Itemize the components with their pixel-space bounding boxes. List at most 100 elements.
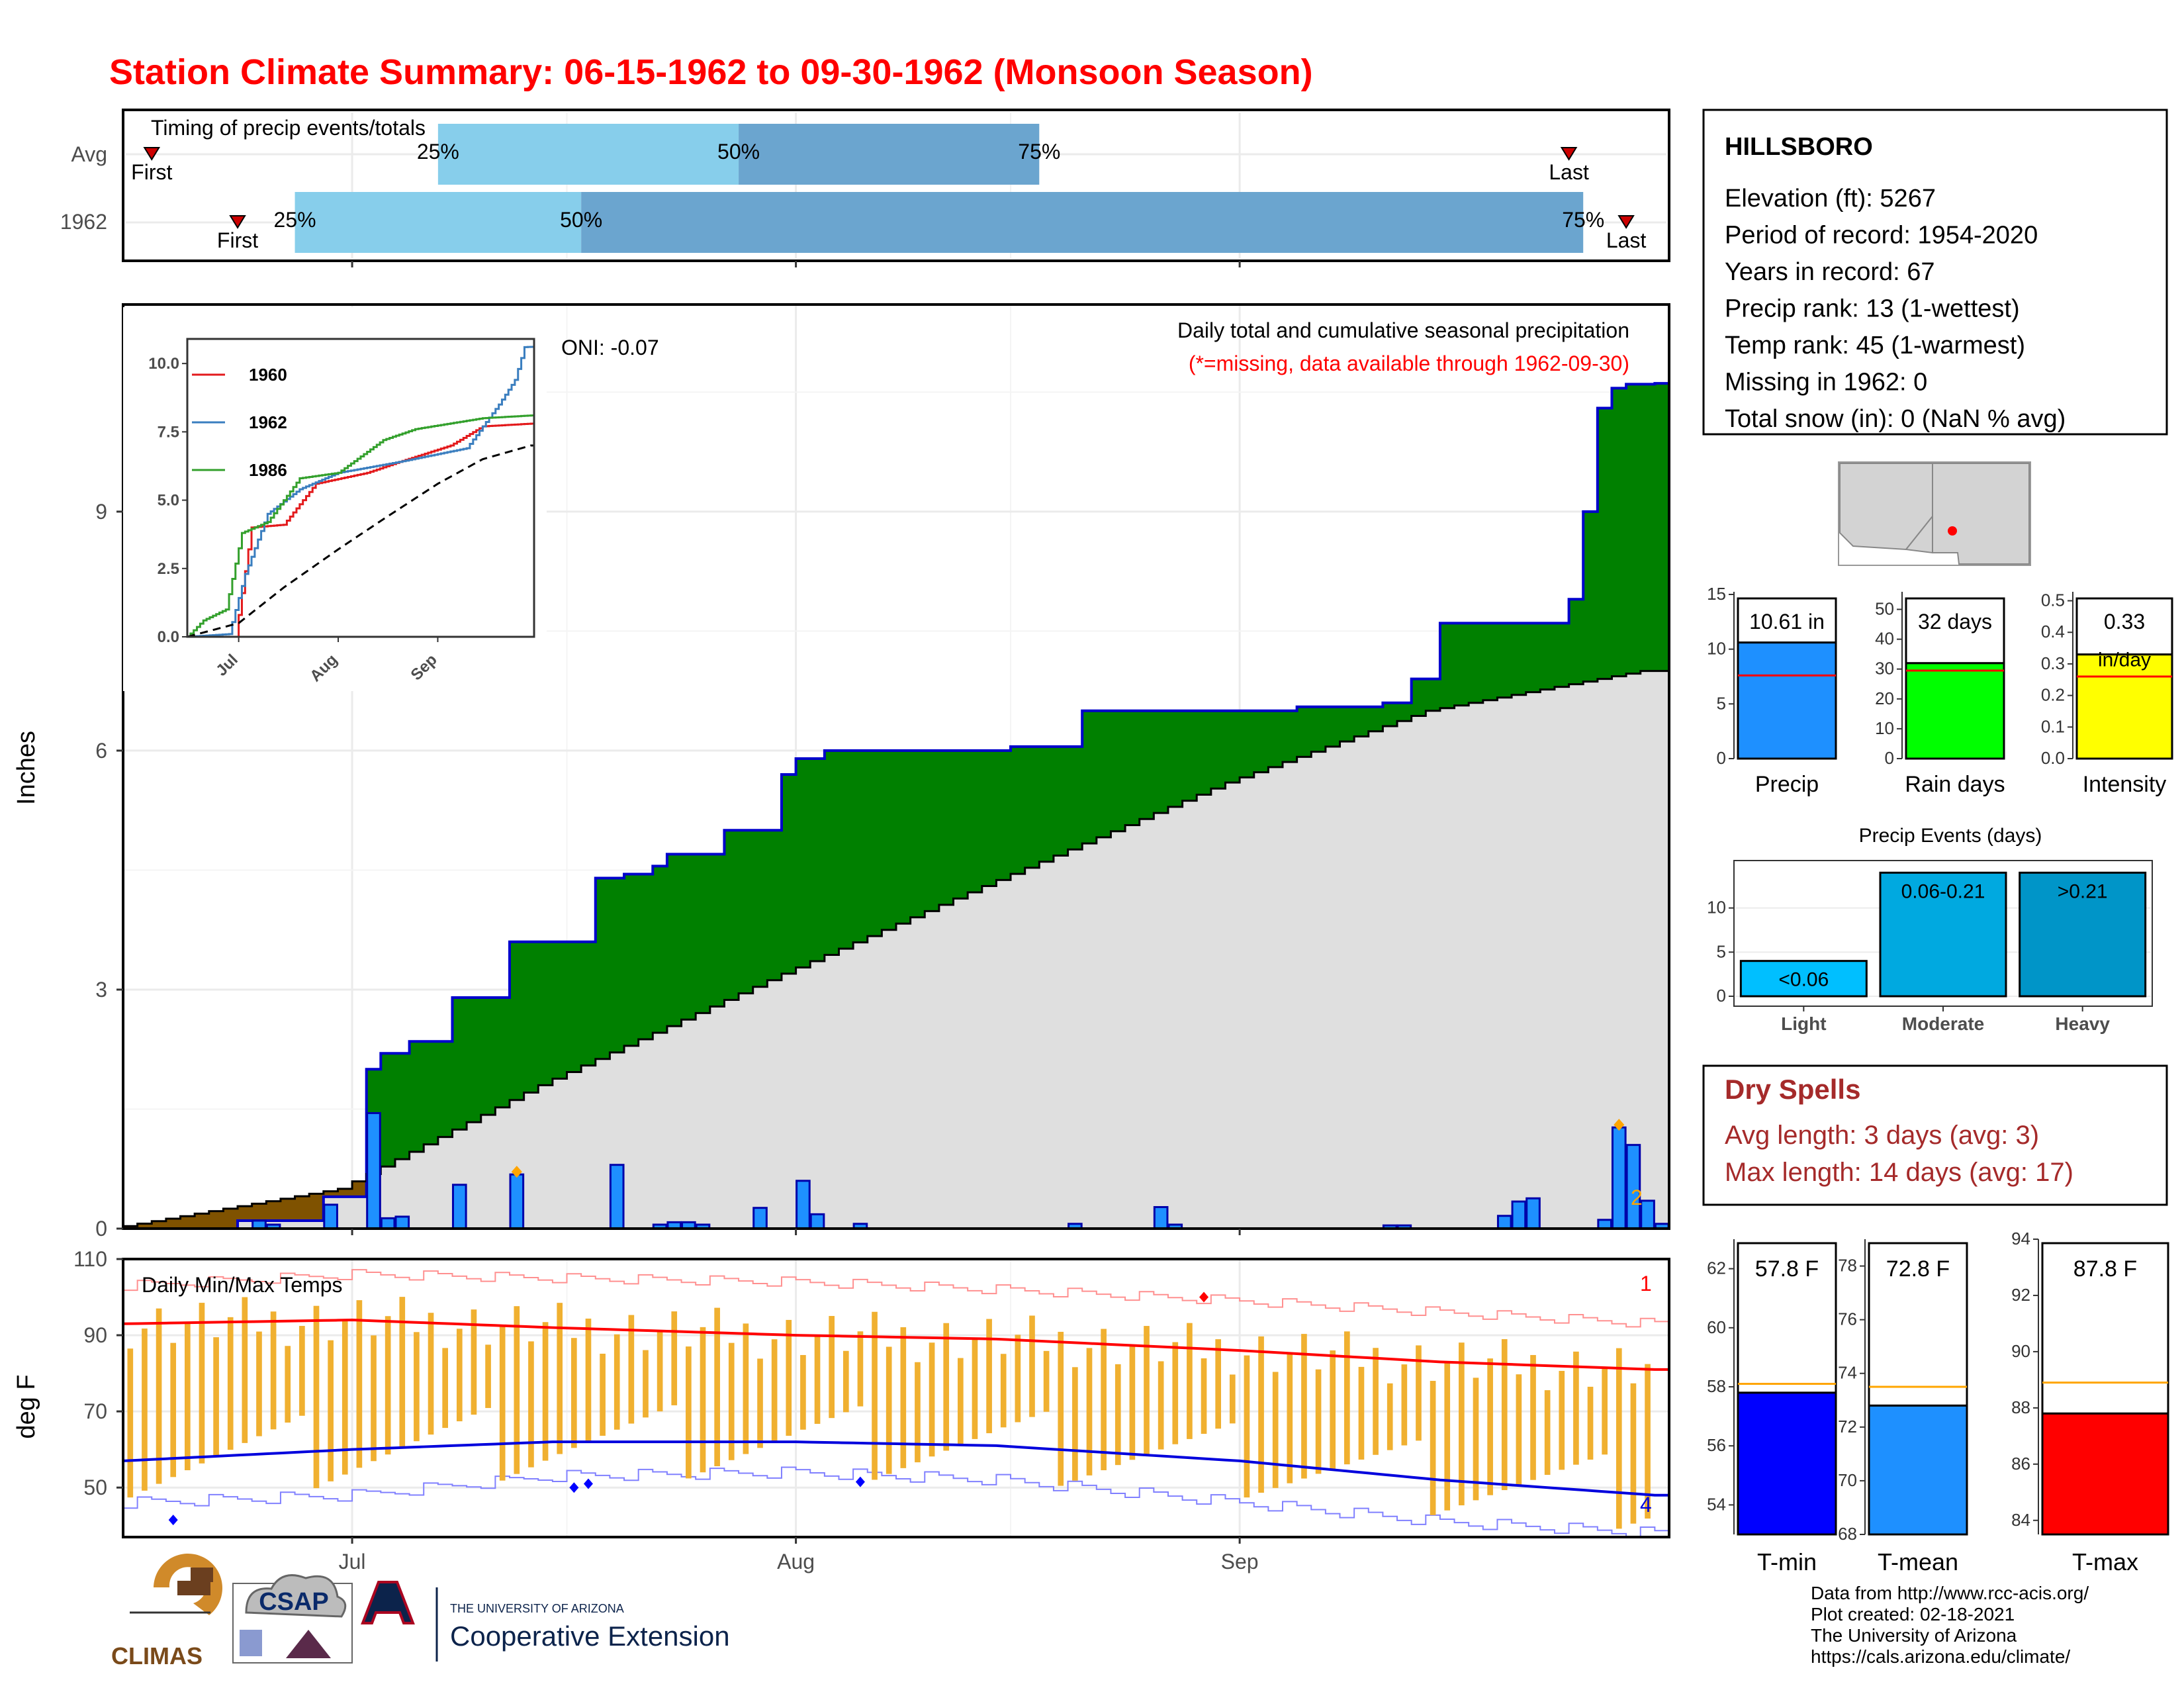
- last-event-label: Last: [1549, 160, 1589, 184]
- footer-line-1: Data from http://www.rcc-acis.org/: [1811, 1583, 2089, 1603]
- daily-temp-bar: [686, 1346, 692, 1479]
- summary-y-tick-label: 0.1: [2041, 716, 2065, 736]
- summary-value-unit: in/day: [2098, 649, 2151, 671]
- temp-summary-y-tick-label: 70: [1838, 1470, 1857, 1490]
- temp-x-tick-label: Jul: [339, 1550, 366, 1573]
- inset-y-tick-label: 7.5: [158, 423, 179, 441]
- daily-precip-bar: [796, 1180, 811, 1230]
- daily-temp-bar: [313, 1305, 320, 1489]
- dry-spells-max: Max length: 14 days (avg: 17): [1725, 1158, 2073, 1187]
- climas-logo-text: CLIMAS: [111, 1642, 203, 1669]
- summary-y-tick-label: 0.0: [2041, 748, 2065, 768]
- precip-y-tick-label: 3: [95, 978, 107, 1002]
- inset-legend: 1960 1962 1986: [192, 365, 287, 480]
- daily-temp-bar: [1072, 1367, 1078, 1481]
- footer-line-4: https://cals.arizona.edu/climate/: [1811, 1646, 2070, 1667]
- daily-temp-bar: [1587, 1386, 1594, 1460]
- summary-y-tick-label: 40: [1875, 629, 1894, 649]
- daily-temp-bar: [428, 1313, 434, 1435]
- station-info-line: Missing in 1962: 0: [1725, 369, 1927, 397]
- daily-temp-bar: [328, 1340, 334, 1481]
- last-event-marker: [1617, 215, 1635, 229]
- timing-bars: 25% 50% 75% First Last 25% 50% 75% First Last: [131, 124, 1646, 253]
- summary-value-label: 0.33: [2104, 610, 2145, 633]
- temp-summary-bar: [2041, 1412, 2169, 1536]
- events-category-label: Light: [1781, 1013, 1826, 1034]
- last-event-marker: [1560, 147, 1578, 161]
- daily-temp-bar: [1530, 1354, 1536, 1480]
- daily-temp-bar: [127, 1348, 134, 1498]
- daily-temp-bar: [628, 1315, 635, 1424]
- average-cumulative-area-over: [123, 671, 1669, 1229]
- temp-summary-y-tick-label: 78: [1838, 1256, 1857, 1276]
- summary-bar: [1905, 662, 2005, 760]
- state-locator-map: [1838, 461, 2031, 566]
- daily-temp-bar: [1058, 1331, 1064, 1486]
- daily-temp-bar: [385, 1316, 391, 1455]
- timing-pct-25: 25%: [417, 140, 459, 164]
- daily-temp-bar: [1301, 1334, 1307, 1479]
- daily-precip-bar: [752, 1207, 768, 1230]
- events-bar-label: <0.06: [1778, 969, 1829, 991]
- summary-y-tick-label: 0.2: [2041, 685, 2065, 705]
- daily-precip-bar: [1525, 1197, 1541, 1230]
- daily-temp-bar: [1501, 1339, 1508, 1491]
- daily-temp-bar: [1416, 1345, 1422, 1441]
- events-bar-label: >0.21: [2058, 880, 2108, 902]
- daily-temp-bar: [800, 1354, 806, 1430]
- daily-precip-bar: [1640, 1199, 1655, 1230]
- daily-temp-bar: [371, 1335, 377, 1462]
- daily-temp-bar: [1473, 1378, 1479, 1501]
- temp-x-tick-label: Sep: [1221, 1550, 1259, 1573]
- daily-temp-bar: [943, 1323, 950, 1451]
- record-max-count: 1: [1640, 1272, 1652, 1295]
- temp-summary-bar-label: T-min: [1757, 1548, 1817, 1575]
- events-y-tick-label: 5: [1717, 941, 1726, 961]
- daily-precip-bar: [809, 1213, 825, 1230]
- daily-temp-bar: [1215, 1339, 1221, 1429]
- record-min-line: [123, 1466, 1669, 1538]
- daily-precip-bar: [609, 1164, 625, 1230]
- temp-summary-y-tick-label: 92: [2011, 1285, 2030, 1305]
- station-info-line: Period of record: 1954-2020: [1725, 222, 2038, 250]
- summary-bar-frame: [2075, 597, 2173, 656]
- daily-temp-bar: [743, 1323, 749, 1454]
- daily-temp-bar: [299, 1325, 305, 1416]
- daily-temp-bar: [872, 1311, 878, 1480]
- station-info-box: HILLSBORO Elevation (ft): 5267 Period of …: [1702, 109, 2168, 436]
- summary-y-tick-label: 0: [1885, 748, 1894, 768]
- temp-y-tick-label: 50: [83, 1476, 107, 1499]
- record-min-count: 4: [1640, 1493, 1652, 1517]
- daily-temp-bar: [728, 1342, 735, 1460]
- timing-pct-75: 75%: [1562, 208, 1604, 232]
- summary-y-tick-label: 50: [1875, 599, 1894, 619]
- daily-precip-bar: [1611, 1126, 1627, 1230]
- dry-spells-box: Dry Spells Avg length: 3 days (avg: 3) M…: [1702, 1064, 2168, 1206]
- daily-temp-bar: [170, 1342, 177, 1477]
- dry-spells-title: Dry Spells: [1725, 1074, 1860, 1105]
- temp-summary-y-tick-label: 74: [1838, 1363, 1857, 1383]
- daily-temp-bar: [199, 1303, 205, 1464]
- daily-temp-bar: [1358, 1366, 1365, 1460]
- timing-label: Timing of precip events/totals: [151, 116, 426, 140]
- daily-temp-bar: [399, 1297, 406, 1448]
- summary-y-tick-label: 0.4: [2041, 622, 2065, 641]
- daily-temp-bar: [1401, 1364, 1408, 1446]
- daily-temp-bar: [499, 1325, 506, 1481]
- summary-bar-charts: 0 5 10 15 10.61 in Precip 0 10 20 30 40 50 32 days Ra…: [1707, 584, 2173, 797]
- daily-temp-bar: [842, 1350, 849, 1413]
- events-category-label: Heavy: [2055, 1013, 2110, 1034]
- temp-summary-y-tick-label: 88: [2011, 1397, 2030, 1417]
- temp-summary-y-tick-label: 72: [1838, 1417, 1857, 1436]
- daily-temp-bar: [1129, 1344, 1136, 1460]
- daily-precip-bar: [1496, 1215, 1512, 1230]
- daily-precip-bar: [394, 1215, 410, 1230]
- daily-temp-bar: [929, 1342, 935, 1457]
- precip-areas: [123, 382, 1669, 1230]
- footer-credits: Data from http://www.rcc-acis.org/ Plot …: [1811, 1583, 2089, 1667]
- last-event-label: Last: [1606, 228, 1647, 252]
- daily-precip-bar: [323, 1203, 338, 1230]
- daily-temp-bar: [156, 1308, 162, 1484]
